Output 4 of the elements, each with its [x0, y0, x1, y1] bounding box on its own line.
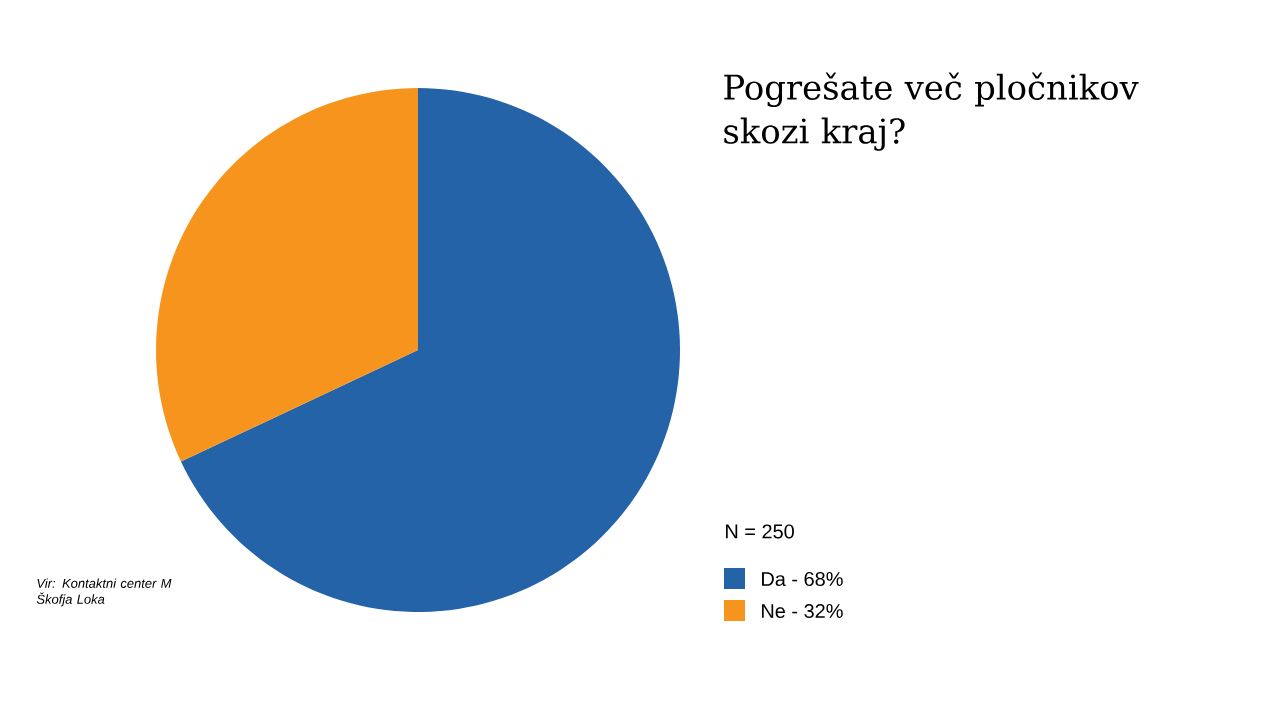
legend-title: N = 250 — [726, 524, 794, 539]
text: Pogrešate več pločnikov skozi kraj? — [724, 72, 1139, 151]
legend-label: Ne - 32% — [762, 603, 843, 619]
legend-label: Da - 68% — [762, 571, 843, 587]
